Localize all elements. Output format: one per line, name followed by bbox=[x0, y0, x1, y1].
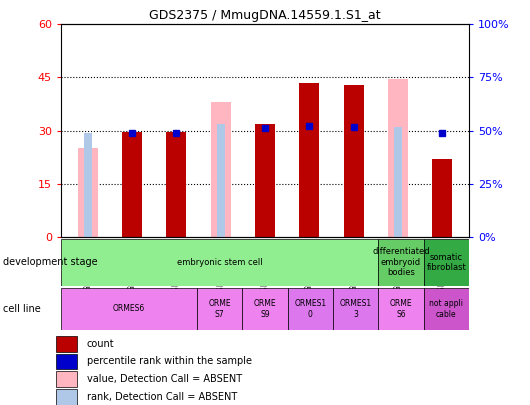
Text: embryonic stem cell: embryonic stem cell bbox=[177, 258, 262, 267]
Text: count: count bbox=[87, 339, 114, 349]
Text: ORMES1
0: ORMES1 0 bbox=[294, 299, 326, 318]
Text: ORME
S9: ORME S9 bbox=[254, 299, 276, 318]
Text: ORME
S6: ORME S6 bbox=[390, 299, 412, 318]
Bar bbox=[77, 148, 98, 237]
Text: cell line: cell line bbox=[3, 304, 40, 314]
Bar bbox=[255, 124, 275, 237]
Bar bbox=[166, 132, 186, 237]
Bar bbox=[394, 128, 402, 237]
Bar bbox=[378, 239, 423, 286]
Text: value, Detection Call = ABSENT: value, Detection Call = ABSENT bbox=[87, 374, 242, 384]
Bar bbox=[378, 288, 423, 330]
Text: ORMES6: ORMES6 bbox=[113, 304, 145, 313]
Bar bbox=[423, 239, 469, 286]
Text: percentile rank within the sample: percentile rank within the sample bbox=[87, 356, 252, 367]
Bar bbox=[333, 288, 378, 330]
Bar bbox=[61, 288, 197, 330]
Bar bbox=[56, 371, 77, 387]
Bar bbox=[388, 79, 408, 237]
Bar bbox=[122, 132, 142, 237]
Bar bbox=[56, 389, 77, 405]
Bar bbox=[344, 85, 364, 237]
Text: differentiated
embryoid
bodies: differentiated embryoid bodies bbox=[372, 247, 430, 277]
Bar bbox=[197, 288, 242, 330]
Text: development stage: development stage bbox=[3, 257, 98, 267]
Bar bbox=[288, 288, 333, 330]
Bar bbox=[61, 239, 378, 286]
Text: somatic
fibroblast: somatic fibroblast bbox=[427, 253, 466, 272]
Bar bbox=[242, 288, 288, 330]
Bar bbox=[217, 124, 225, 237]
Title: GDS2375 / MmugDNA.14559.1.S1_at: GDS2375 / MmugDNA.14559.1.S1_at bbox=[149, 9, 381, 22]
Bar bbox=[423, 288, 469, 330]
Text: ORME
S7: ORME S7 bbox=[208, 299, 231, 318]
Bar bbox=[56, 336, 77, 352]
Text: rank, Detection Call = ABSENT: rank, Detection Call = ABSENT bbox=[87, 392, 237, 402]
Text: not appli
cable: not appli cable bbox=[429, 299, 463, 318]
Bar bbox=[432, 159, 453, 237]
Text: ORMES1
3: ORMES1 3 bbox=[340, 299, 372, 318]
Bar bbox=[299, 83, 320, 237]
Bar bbox=[56, 354, 77, 369]
Bar bbox=[84, 133, 92, 237]
Bar bbox=[210, 102, 231, 237]
